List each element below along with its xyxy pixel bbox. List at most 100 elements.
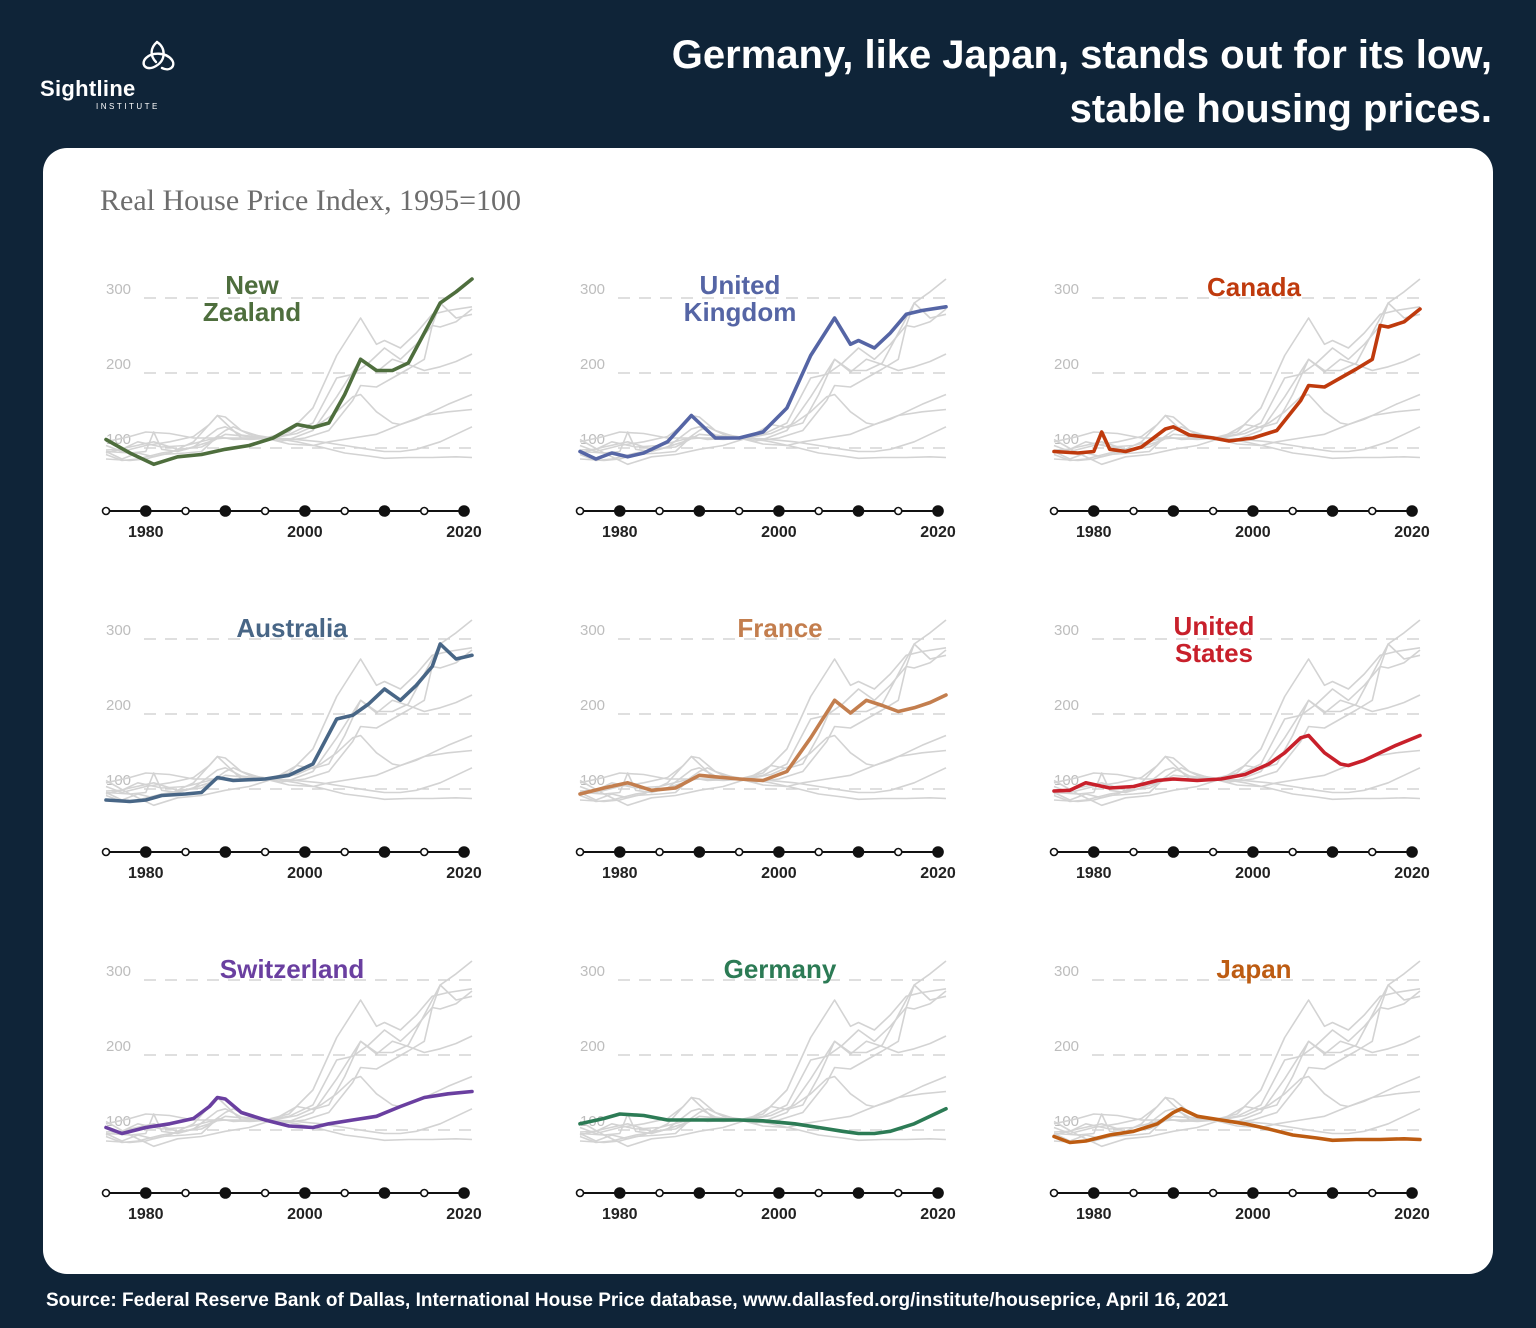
x-axis-marker-2010: [852, 1187, 865, 1199]
x-axis-marker-1990: [219, 505, 232, 517]
x-axis-marker-2005: [814, 847, 823, 857]
x-axis-marker-1975: [101, 847, 111, 857]
context-line-germany: [1053, 426, 1421, 453]
context-line-france: [105, 353, 473, 454]
x-axis-marker-1995: [260, 1188, 270, 1198]
x-axis-marker-1975: [101, 506, 111, 516]
x-tick-label-1980: 1980: [1076, 524, 1112, 541]
x-axis-marker-1975: [575, 1188, 585, 1198]
series-line-japan: [1052, 1107, 1422, 1145]
y-tick-label-300: 300: [1054, 281, 1079, 298]
x-axis-marker-1990: [1167, 846, 1180, 858]
y-tick-label-200: 200: [1054, 1038, 1079, 1055]
x-tick-label-2020: 2020: [1394, 865, 1430, 882]
context-line-united-kingdom: [105, 647, 473, 801]
y-tick-label-300: 300: [580, 622, 605, 639]
x-axis-marker-1995: [1208, 506, 1218, 516]
x-axis-marker-2000: [299, 846, 311, 858]
x-tick-label-1980: 1980: [1076, 1206, 1112, 1223]
x-axis-marker-2020: [932, 846, 944, 858]
country-label-united-kingdom: United Kingdom: [684, 270, 797, 327]
context-line-united-kingdom: [1053, 988, 1421, 1142]
context-line-united-kingdom: [579, 988, 947, 1142]
x-tick-label-1980: 1980: [1076, 865, 1112, 882]
context-line-france: [1053, 353, 1421, 454]
x-axis-marker-2000: [1247, 1187, 1259, 1199]
context-line-australia: [1053, 643, 1421, 803]
context-line-germany: [1053, 1108, 1421, 1135]
x-axis-marker-2020: [1406, 846, 1418, 858]
x-axis-marker-1980: [139, 505, 152, 517]
x-tick-label-1980: 1980: [602, 524, 638, 541]
x-axis-marker-2010: [852, 846, 865, 858]
context-line-united-states: [105, 734, 473, 792]
country-label-germany: Germany: [724, 954, 837, 984]
context-line-new-zealand: [579, 619, 947, 807]
context-line-germany: [105, 767, 473, 794]
x-axis-marker-1975: [575, 847, 585, 857]
x-axis-marker-1980: [613, 505, 626, 517]
chart-card: [43, 148, 1493, 1274]
country-label-united-states: United States: [1174, 611, 1255, 668]
x-axis-marker-2020: [458, 1187, 470, 1199]
x-axis-marker-2020: [458, 505, 470, 517]
y-tick-label-200: 200: [580, 356, 605, 373]
x-tick-label-2000: 2000: [761, 1206, 797, 1223]
x-tick-label-2000: 2000: [761, 865, 797, 882]
context-line-australia: [105, 984, 473, 1144]
y-tick-label-300: 300: [1054, 963, 1079, 980]
x-tick-label-2000: 2000: [761, 524, 797, 541]
x-tick-label-1980: 1980: [128, 865, 164, 882]
x-axis-marker-1985: [181, 1188, 190, 1198]
x-axis-marker-1995: [1208, 1188, 1218, 1198]
context-line-united-kingdom: [579, 647, 947, 801]
country-label-switzerland: Switzerland: [220, 954, 364, 984]
x-axis-marker-1995: [734, 847, 744, 857]
x-tick-label-1980: 1980: [128, 1206, 164, 1223]
x-axis-marker-1990: [693, 1187, 706, 1199]
x-axis-marker-2005: [814, 506, 823, 516]
x-axis-marker-1980: [1087, 846, 1100, 858]
x-axis-marker-1980: [1087, 1187, 1100, 1199]
x-tick-label-2020: 2020: [446, 1206, 482, 1223]
x-axis-marker-1985: [181, 506, 190, 516]
y-tick-label-300: 300: [580, 963, 605, 980]
context-line-australia: [579, 984, 947, 1144]
context-line-united-states: [105, 393, 473, 451]
x-axis-marker-1995: [1208, 847, 1218, 857]
y-tick-label-200: 200: [580, 1038, 605, 1055]
x-axis-marker-2015: [419, 847, 429, 857]
y-tick-label-200: 200: [580, 697, 605, 714]
x-axis-marker-2005: [1288, 847, 1297, 857]
x-axis-marker-1980: [613, 1187, 626, 1199]
series-line-united-kingdom: [578, 305, 948, 461]
x-axis-marker-1990: [219, 1187, 232, 1199]
x-tick-label-2020: 2020: [1394, 1206, 1430, 1223]
context-line-united-states: [579, 1075, 947, 1133]
context-line-germany: [105, 426, 473, 453]
x-tick-label-2000: 2000: [287, 1206, 323, 1223]
x-axis-marker-1990: [1167, 505, 1180, 517]
x-axis-marker-2000: [773, 505, 785, 517]
series-line-new-zealand: [104, 277, 474, 467]
x-axis-marker-2020: [458, 846, 470, 858]
context-line-australia: [579, 643, 947, 803]
x-axis-marker-1985: [655, 847, 664, 857]
x-axis-marker-2010: [1326, 505, 1339, 517]
x-axis-marker-2015: [1367, 847, 1377, 857]
x-axis-marker-2010: [1326, 846, 1339, 858]
x-axis-marker-2000: [1247, 846, 1259, 858]
context-line-new-zealand: [105, 960, 473, 1148]
x-axis-marker-2015: [893, 506, 903, 516]
x-tick-label-2000: 2000: [1235, 865, 1271, 882]
x-axis-marker-1985: [181, 847, 190, 857]
series-line-australia: [104, 642, 474, 804]
y-tick-label-200: 200: [1054, 697, 1079, 714]
context-line-united-kingdom: [1053, 306, 1421, 460]
x-axis-marker-1975: [1049, 1188, 1059, 1198]
